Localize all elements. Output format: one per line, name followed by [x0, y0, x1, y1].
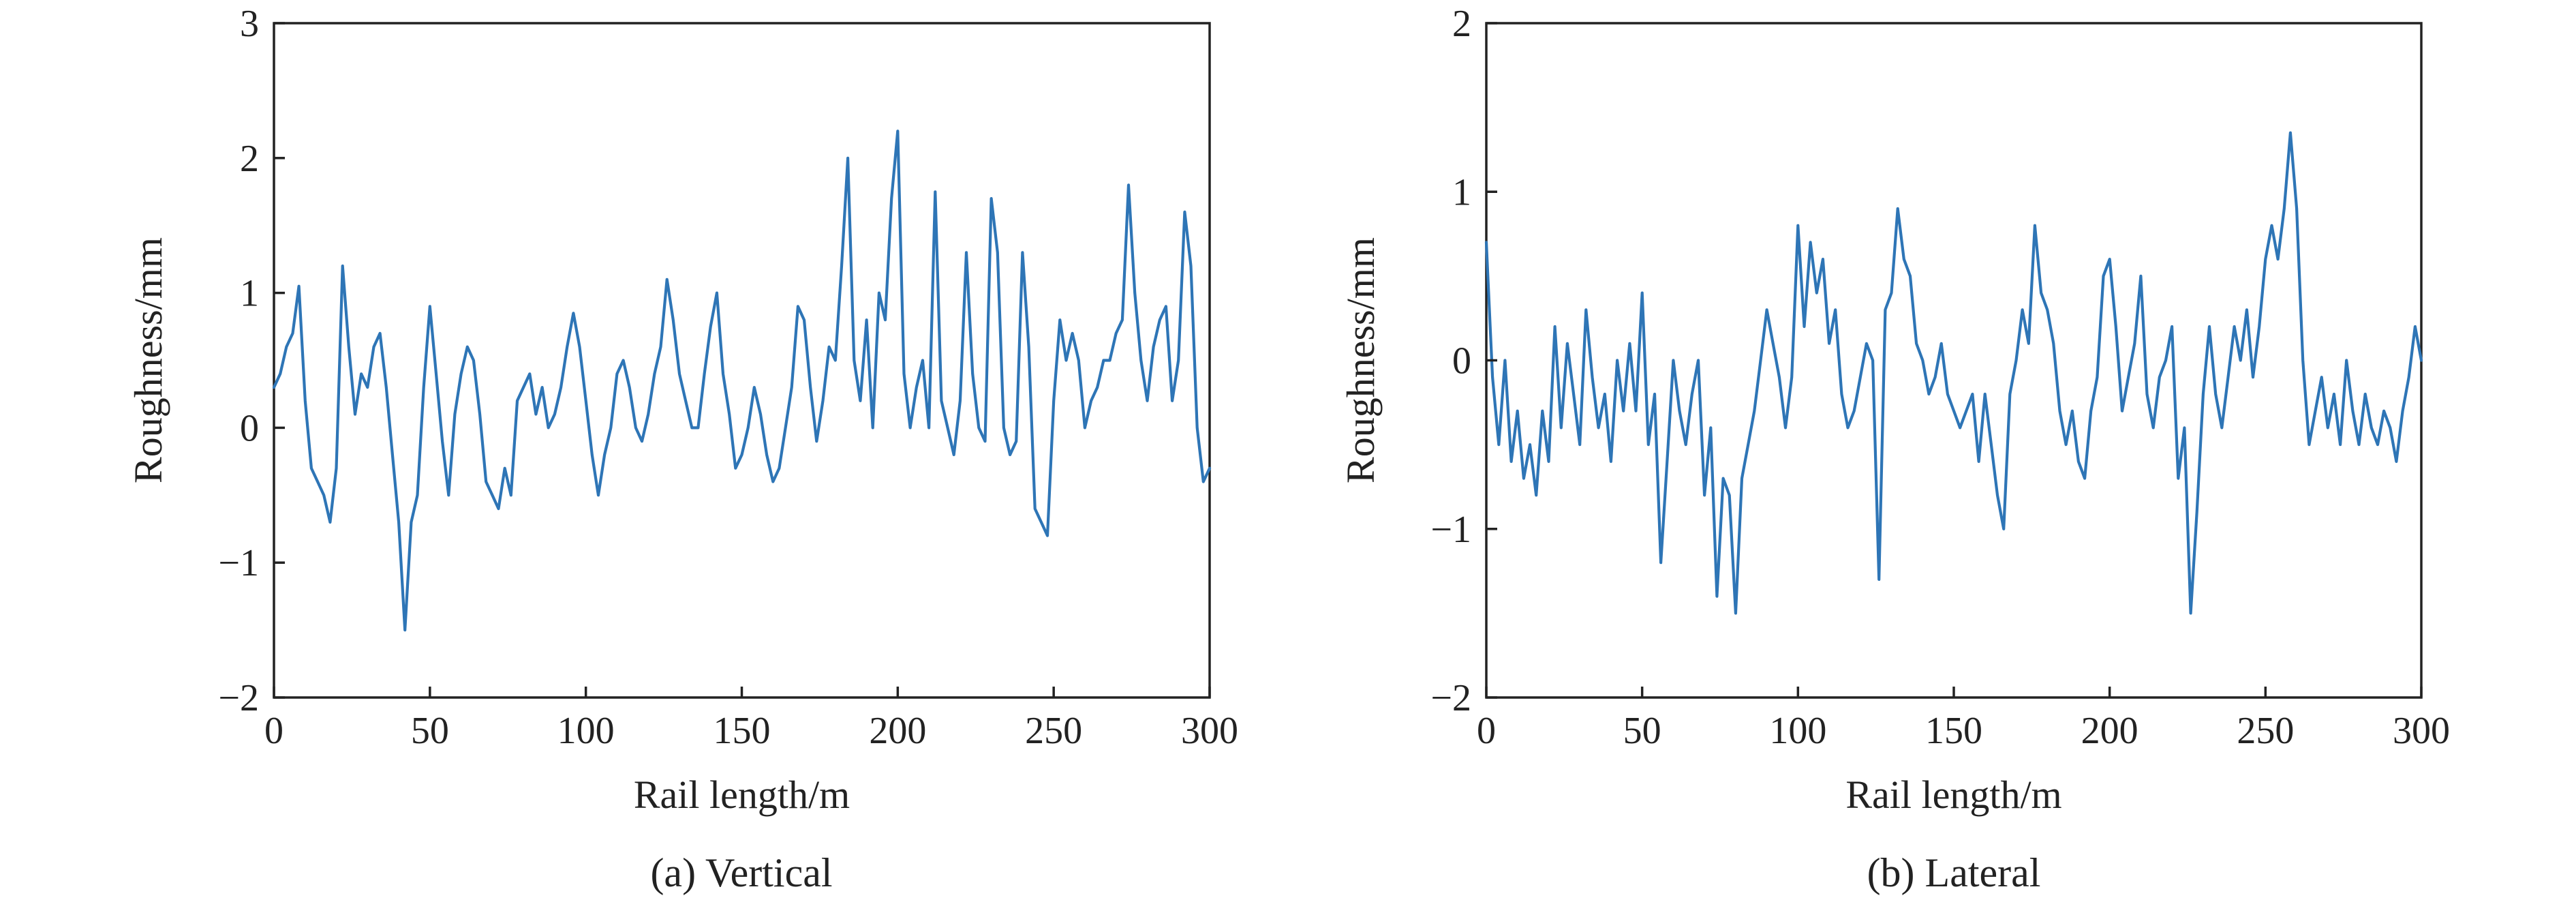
x-tick-label: 100 [557, 710, 615, 752]
y-tick-label: −2 [1430, 677, 1471, 719]
y-tick-label: 0 [1452, 340, 1471, 382]
x-tick-label: 0 [264, 710, 283, 752]
y-tick-label: 1 [1452, 171, 1471, 213]
y-tick-label: 2 [240, 138, 259, 180]
x-tick-label: 250 [2237, 710, 2294, 752]
x-tick-label: 250 [1025, 710, 1082, 752]
y-axis-label: Roughness/mm [1338, 237, 1383, 483]
series-line [1484, 131, 2423, 615]
y-tick-label: 3 [240, 3, 259, 45]
y-tick-label: 2 [1452, 3, 1471, 45]
x-tick-label: 300 [2393, 710, 2450, 752]
x-tick-label: 100 [1769, 710, 1826, 752]
panel-caption: (b) Lateral [1867, 850, 2041, 895]
x-tick-label: 50 [1623, 710, 1661, 752]
y-tick-label: −2 [218, 677, 259, 719]
plot-frame [273, 22, 1211, 699]
y-tick-label: −1 [1430, 509, 1471, 551]
x-axis-label: Rail length/m [1845, 772, 2061, 817]
x-tick-label: 0 [1477, 710, 1496, 752]
plot-frame [1485, 22, 2423, 699]
y-tick-label: 0 [240, 407, 259, 449]
x-tick-label: 150 [714, 710, 771, 752]
y-tick-label: −1 [218, 542, 259, 584]
panel-caption: (a) Vertical [650, 850, 832, 895]
x-tick-label: 50 [411, 710, 449, 752]
x-tick-label: 200 [869, 710, 926, 752]
x-tick-label: 200 [2081, 710, 2138, 752]
y-tick-label: 1 [240, 273, 259, 315]
x-tick-label: 150 [1925, 710, 1982, 752]
y-axis-label: Roughness/mm [126, 237, 170, 483]
x-axis-label: Rail length/m [634, 772, 850, 817]
chart-lateral-roughness: 0 50 100 150 200 250 300 −2 −1 0 1 2 Rail length/m Ro… [1338, 3, 2450, 895]
x-tick-label: 300 [1181, 710, 1238, 752]
chart-vertical-roughness: 0 50 100 150 200 250 300 −2 −1 0 1 2 3 Rail length/m R… [126, 3, 1238, 895]
series-line [272, 130, 1212, 632]
